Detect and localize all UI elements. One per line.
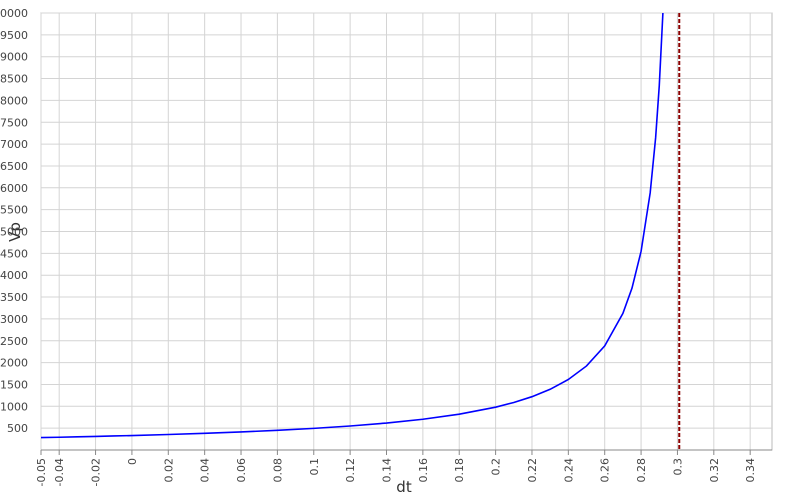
x-tick-label: 0.3 <box>671 458 684 476</box>
y-tick-label: 10000 <box>0 7 28 20</box>
x-tick-label: 0.2 <box>490 458 503 476</box>
y-axis-title: Vp <box>6 222 24 242</box>
y-tick-label: 7000 <box>0 138 28 151</box>
y-tick-label: 7500 <box>0 116 28 129</box>
x-tick-label: 0.08 <box>271 458 284 483</box>
x-tick-label: 0.34 <box>744 458 757 483</box>
x-tick-label: 0.12 <box>344 458 357 483</box>
y-tick-label: 5000 <box>0 226 28 239</box>
x-tick-label: 0.16 <box>417 458 430 483</box>
y-tick-label: 3000 <box>0 313 28 326</box>
y-tick-label: 9000 <box>0 51 28 64</box>
y-tick-label: 2500 <box>0 335 28 348</box>
x-tick-label: 0.32 <box>708 458 721 483</box>
y-tick-label: 3500 <box>0 291 28 304</box>
y-tick-label: 6000 <box>0 182 28 195</box>
x-tick-label: -0.02 <box>90 458 103 486</box>
x-tick-label: 0.28 <box>635 458 648 483</box>
x-tick-label: 0.1 <box>308 458 321 476</box>
y-tick-label: 5500 <box>0 204 28 217</box>
x-axis-title: dt <box>396 478 412 496</box>
y-tick-label: 500 <box>7 422 28 435</box>
x-tick-label: 0 <box>126 458 139 465</box>
x-tick-label: 0.02 <box>162 458 175 483</box>
y-tick-label: 1500 <box>0 378 28 391</box>
x-tick-label: -0.04 <box>53 458 66 486</box>
y-tick-label: 1000 <box>0 400 28 413</box>
x-tick-label: 0.22 <box>526 458 539 483</box>
y-tick-label: 8000 <box>0 94 28 107</box>
x-tick-label: 0.24 <box>562 458 575 483</box>
x-tick-label: 0.04 <box>199 458 212 483</box>
y-tick-label: 4000 <box>0 269 28 282</box>
y-tick-label: 8500 <box>0 73 28 86</box>
y-tick-label: 9500 <box>0 29 28 42</box>
y-tick-label: 6500 <box>0 160 28 173</box>
data-line <box>40 12 664 439</box>
x-tick-label: -0.05 <box>35 458 48 486</box>
y-tick-label: 4500 <box>0 247 28 260</box>
x-tick-label: 0.14 <box>380 458 393 483</box>
x-tick-label: 0.18 <box>453 458 466 483</box>
x-tick-label: 0.26 <box>599 458 612 483</box>
x-tick-label: 0.06 <box>235 458 248 483</box>
y-tick-label: 2000 <box>0 357 28 370</box>
